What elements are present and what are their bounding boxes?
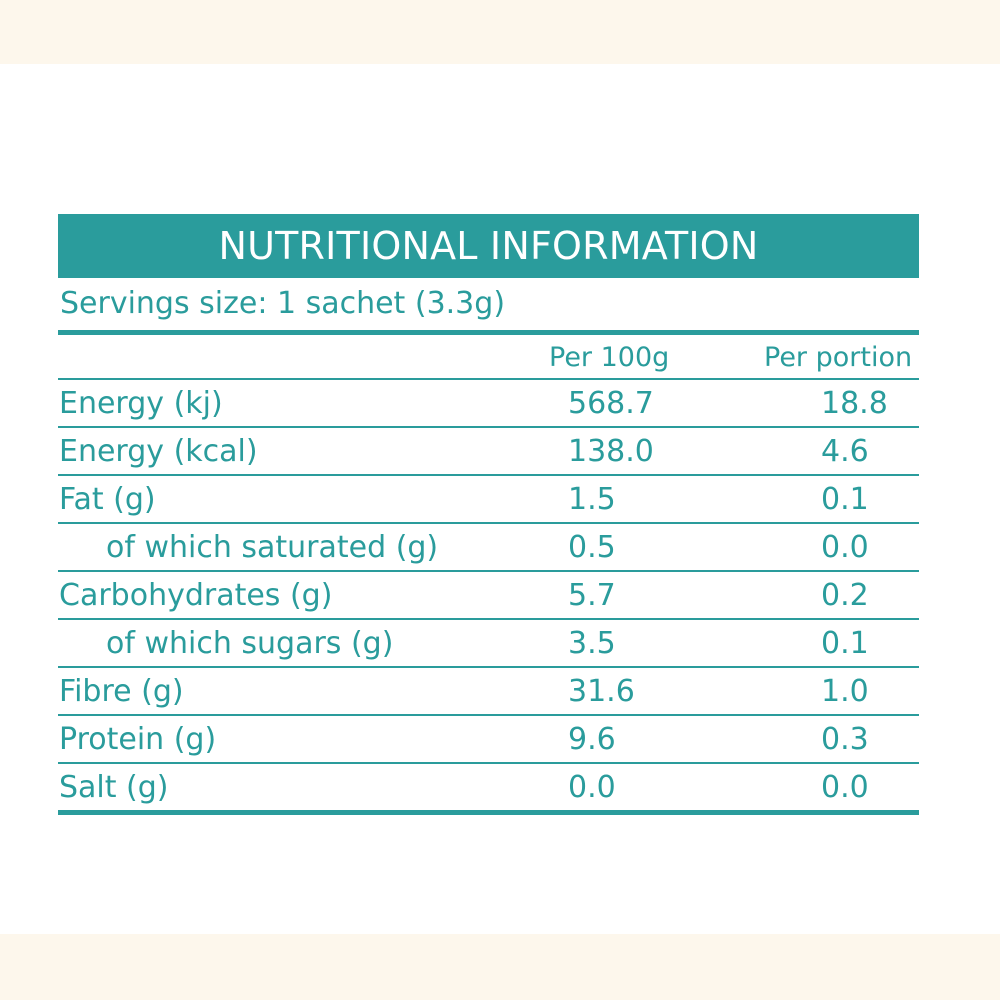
- row-label: Salt (g): [59, 770, 169, 805]
- row-value-per100: 3.5: [568, 626, 616, 661]
- row-value-perportion: 0.0: [821, 530, 869, 565]
- row-value-perportion: 0.1: [821, 482, 869, 517]
- column-header-perportion: Per portion: [764, 342, 913, 373]
- divider-heavy: [58, 330, 919, 335]
- divider: [58, 618, 919, 620]
- row-value-perportion: 4.6: [821, 434, 869, 469]
- serving-size: Servings size: 1 sachet (3.3g): [60, 286, 506, 321]
- table-row: Energy (kcal) 138.0 4.6: [58, 428, 919, 474]
- table-row: Protein (g) 9.6 0.3: [58, 716, 919, 762]
- top-band: [0, 0, 1000, 64]
- table-row: of which sugars (g) 3.5 0.1: [58, 620, 919, 666]
- table-row: of which saturated (g) 0.5 0.0: [58, 524, 919, 570]
- row-value-per100: 0.5: [568, 530, 616, 565]
- row-value-per100: 1.5: [568, 482, 616, 517]
- row-label: of which sugars (g): [106, 626, 394, 661]
- divider: [58, 762, 919, 764]
- row-value-perportion: 0.2: [821, 578, 869, 613]
- divider: [58, 570, 919, 572]
- row-value-perportion: 0.1: [821, 626, 869, 661]
- row-value-per100: 138.0: [568, 434, 654, 469]
- row-label: Fat (g): [59, 482, 156, 517]
- table-row: Energy (kj) 568.7 18.8: [58, 380, 919, 426]
- row-value-perportion: 0.3: [821, 722, 869, 757]
- divider: [58, 474, 919, 476]
- bottom-band: [0, 934, 1000, 1000]
- row-value-per100: 31.6: [568, 674, 635, 709]
- divider: [58, 426, 919, 428]
- row-label: Energy (kj): [59, 386, 223, 421]
- row-value-perportion: 1.0: [821, 674, 869, 709]
- panel-title: NUTRITIONAL INFORMATION: [58, 214, 919, 278]
- table-row: Salt (g) 0.0 0.0: [58, 764, 919, 810]
- column-header-per100: Per 100g: [549, 342, 670, 373]
- divider: [58, 666, 919, 668]
- row-value-perportion: 18.8: [821, 386, 888, 421]
- divider: [58, 522, 919, 524]
- column-header-row: Per 100g Per portion: [58, 335, 919, 378]
- row-value-per100: 9.6: [568, 722, 616, 757]
- row-value-per100: 5.7: [568, 578, 616, 613]
- nutrition-panel: NUTRITIONAL INFORMATION Servings size: 1…: [58, 214, 919, 815]
- row-label: Carbohydrates (g): [59, 578, 333, 613]
- divider: [58, 714, 919, 716]
- row-label: of which saturated (g): [106, 530, 439, 565]
- row-value-per100: 568.7: [568, 386, 654, 421]
- row-label: Protein (g): [59, 722, 217, 757]
- row-value-perportion: 0.0: [821, 770, 869, 805]
- divider-heavy-bottom: [58, 810, 919, 815]
- row-label: Energy (kcal): [59, 434, 258, 469]
- table-row: Fibre (g) 31.6 1.0: [58, 668, 919, 714]
- row-label: Fibre (g): [59, 674, 184, 709]
- divider: [58, 378, 919, 380]
- table-row: Carbohydrates (g) 5.7 0.2: [58, 572, 919, 618]
- table-row: Fat (g) 1.5 0.1: [58, 476, 919, 522]
- row-value-per100: 0.0: [568, 770, 616, 805]
